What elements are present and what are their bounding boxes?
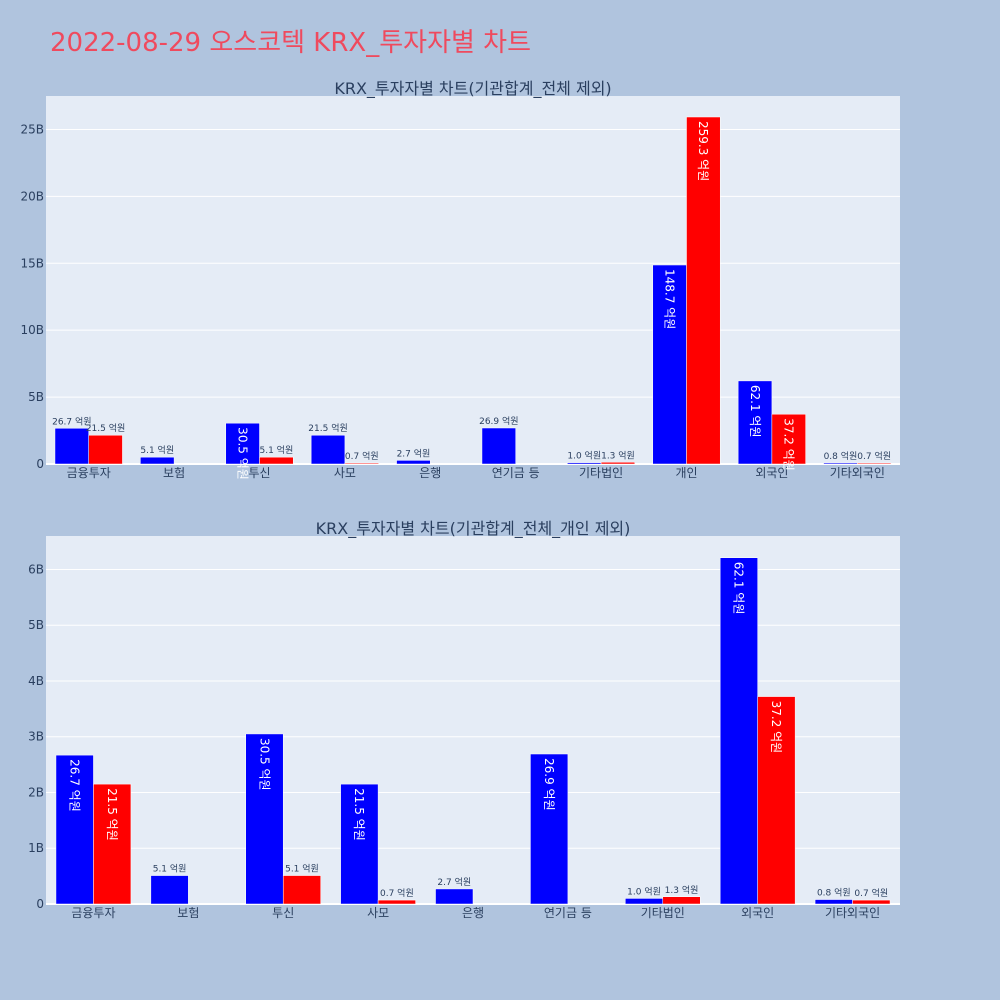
bar [150, 875, 189, 905]
bar [852, 899, 891, 905]
y-tick-label: 15B [20, 256, 44, 270]
bar [857, 462, 892, 465]
data-label: 0.7 억원 [380, 887, 414, 899]
x-tick-label: 보험 [163, 466, 185, 480]
bar [481, 427, 516, 465]
y-tick-label: 1B [28, 841, 44, 855]
data-label: 2.7 억원 [397, 447, 431, 459]
y-tick-label: 0 [36, 897, 44, 911]
x-tick-label: 기타외국인 [825, 906, 880, 920]
data-label: 1.3 억원 [601, 449, 635, 461]
x-tick-label: 보험 [177, 906, 199, 920]
bar [54, 428, 89, 465]
x-tick-label: 외국인 [755, 466, 788, 480]
x-tick-label: 은행 [419, 465, 441, 480]
x-tick-label: 금융투자 [67, 466, 111, 480]
data-label: 26.7 억원 [68, 759, 82, 812]
x-tick-label: 연기금 등 [544, 906, 592, 920]
data-label: 5.1 억원 [153, 863, 187, 875]
x-tick-label: 외국인 [741, 906, 774, 920]
bar [530, 753, 569, 905]
data-label: 1.0 억원 [567, 450, 601, 462]
data-label: 148.7 억원 [662, 269, 676, 329]
data-label: 62.1 억원 [732, 562, 746, 615]
y-tick-label: 20B [20, 189, 44, 203]
data-label: 21.5 억원 [105, 788, 119, 841]
x-tick-label: 기타법인 [641, 906, 685, 920]
x-tick-label: 기타외국인 [830, 466, 885, 480]
x-tick-label: 투신 [272, 906, 294, 920]
data-label: 5.1 억원 [285, 863, 319, 875]
data-label: 0.8 억원 [824, 450, 858, 462]
data-label: 26.9 억원 [542, 758, 556, 811]
data-label: 26.9 억원 [479, 415, 518, 427]
x-tick-label: 은행 [462, 905, 484, 920]
bar [737, 380, 773, 465]
bar [245, 733, 284, 905]
y-tick-label: 10B [20, 323, 44, 337]
bar [55, 754, 94, 905]
data-label: 62.1 억원 [748, 385, 762, 438]
data-label: 30.5 억원 [257, 738, 271, 791]
bar [757, 696, 796, 905]
y-tick-label: 4B [28, 674, 44, 688]
data-label: 259.3 억원 [696, 121, 710, 181]
bar [396, 460, 431, 465]
data-label: 21.5 억원 [352, 788, 366, 841]
data-label: 0.7 억원 [854, 887, 888, 899]
data-label: 37.2 억원 [769, 701, 783, 754]
y-tick-label: 25B [20, 122, 44, 136]
data-label: 26.7 억원 [52, 415, 91, 427]
bar [652, 264, 687, 465]
x-tick-label: 사모 [367, 906, 389, 920]
x-tick-label: 금융투자 [71, 906, 115, 920]
y-tick-label: 5B [28, 390, 44, 404]
y-tick-label: 3B [28, 730, 44, 744]
data-label: 1.3 억원 [665, 884, 699, 896]
bar [662, 896, 701, 905]
page-title: 2022-08-29 오스코텍 KRX_투자자별 차트 [50, 28, 532, 58]
data-label: 21.5 억원 [308, 422, 347, 434]
bar [140, 456, 175, 465]
bar [344, 462, 379, 465]
data-label: 0.7 억원 [857, 450, 891, 462]
bar [310, 434, 346, 465]
y-tick-label: 5B [28, 618, 44, 632]
bar [600, 462, 636, 465]
x-tick-label: 개인 [675, 466, 697, 480]
x-tick-label: 사모 [334, 466, 356, 480]
chart-title: KRX_투자자별 차트(기관합계_전체_개인 제외) [316, 519, 631, 539]
bar [225, 422, 260, 465]
bar [93, 783, 132, 905]
data-label: 37.2 억원 [782, 418, 796, 471]
bar [340, 783, 379, 905]
x-tick-label: 투신 [248, 466, 270, 480]
chart-title: KRX_투자자별 차트(기관합계_전체 제외) [334, 79, 611, 99]
x-tick-label: 기타법인 [579, 466, 623, 480]
data-label: 21.5 억원 [86, 422, 125, 434]
y-tick-label: 0 [36, 457, 44, 471]
x-tick-label: 연기금 등 [492, 466, 540, 480]
data-label: 1.0 억원 [627, 885, 661, 897]
data-label: 30.5 억원 [235, 427, 249, 480]
bar [88, 434, 123, 465]
data-label: 0.8 억원 [817, 887, 851, 899]
bar [719, 557, 758, 905]
y-tick-label: 2B [28, 785, 44, 799]
bar [377, 899, 416, 905]
data-label: 2.7 억원 [437, 876, 471, 888]
bar [259, 456, 294, 465]
y-tick-label: 6B [28, 562, 44, 576]
bar [686, 116, 721, 465]
data-label: 5.1 억원 [140, 444, 174, 456]
bar [282, 875, 321, 905]
data-label: 0.7 억원 [345, 450, 379, 462]
bar [771, 413, 806, 465]
data-label: 5.1 억원 [259, 444, 293, 456]
bar [625, 898, 664, 905]
bar [435, 888, 474, 905]
chart-krx-excl-institution-total: KRX_투자자별 차트(기관합계_전체 제외) 0 5B 10B 15B 20B 25B 금융… [20, 79, 900, 480]
bar [814, 899, 853, 905]
